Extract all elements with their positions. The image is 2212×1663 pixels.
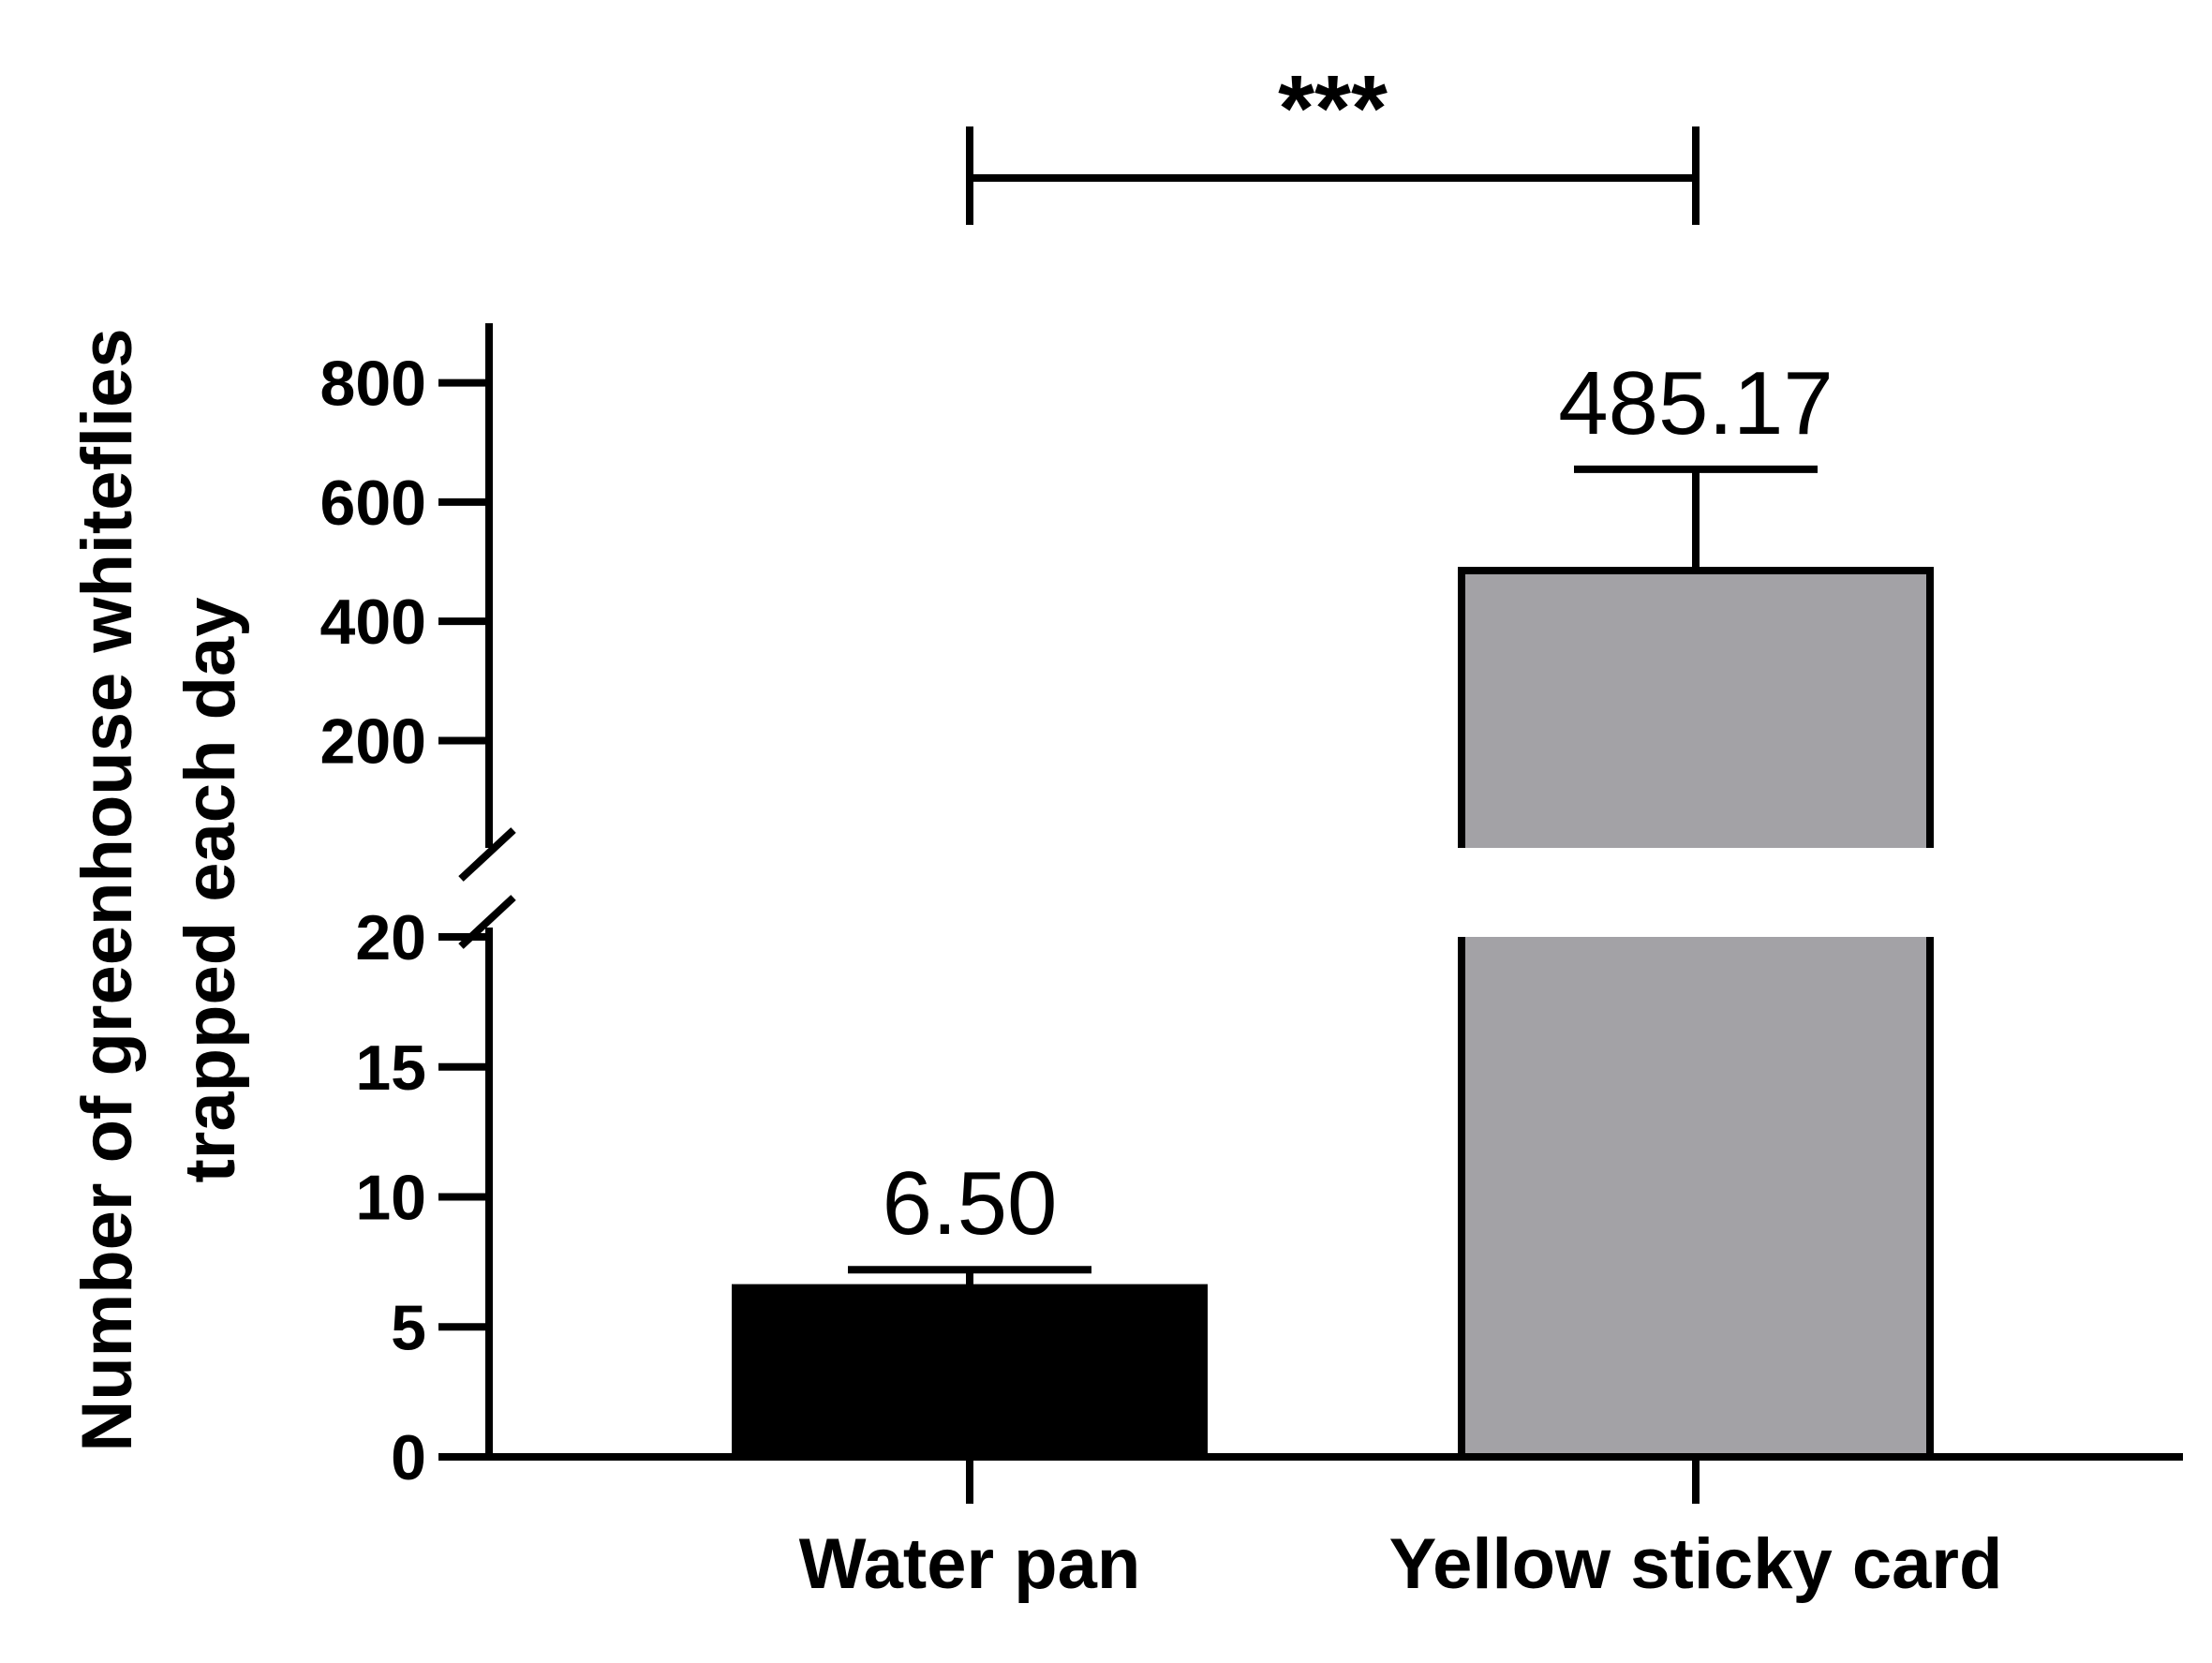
y-tick-label: 800 — [320, 349, 426, 420]
axes — [438, 126, 2183, 1504]
y-tick-label: 15 — [355, 1032, 426, 1104]
y-tick-label: 20 — [355, 902, 426, 973]
x-tick-label: Yellow sticky card — [1389, 1524, 2003, 1604]
y-axis-title-line: Number of greenhouse whiteflies — [67, 328, 147, 1451]
data-label: 6.50 — [883, 1153, 1058, 1254]
data-label: 485.17 — [1558, 353, 1833, 453]
bar-upper-fill — [1462, 570, 1930, 848]
x-tick-label: Water pan — [799, 1524, 1141, 1604]
y-tick-label: 200 — [320, 705, 426, 777]
bars — [732, 465, 1934, 1461]
y-axis-title: Number of greenhouse whiteflies trapped e… — [67, 328, 250, 1451]
bar-lower-outline — [1458, 937, 1934, 1461]
bar — [732, 1284, 1208, 1461]
y-tick-label: 600 — [320, 468, 426, 539]
bar — [1458, 566, 1934, 1461]
axis-break-mark — [458, 827, 516, 882]
labels: 0 5 10 15 20 200 400 600 800 6.50 Water pan 485.17 Y… — [320, 56, 2003, 1604]
y-tick-label: 5 — [391, 1292, 426, 1363]
y-axis-title-line: trapped each day — [171, 597, 250, 1182]
y-tick-label: 400 — [320, 587, 426, 658]
y-tick-label: 0 — [391, 1422, 426, 1493]
significance-label: *** — [1278, 56, 1388, 161]
bar-lower-fill — [1462, 937, 1930, 1457]
y-tick-label: 10 — [355, 1163, 426, 1234]
